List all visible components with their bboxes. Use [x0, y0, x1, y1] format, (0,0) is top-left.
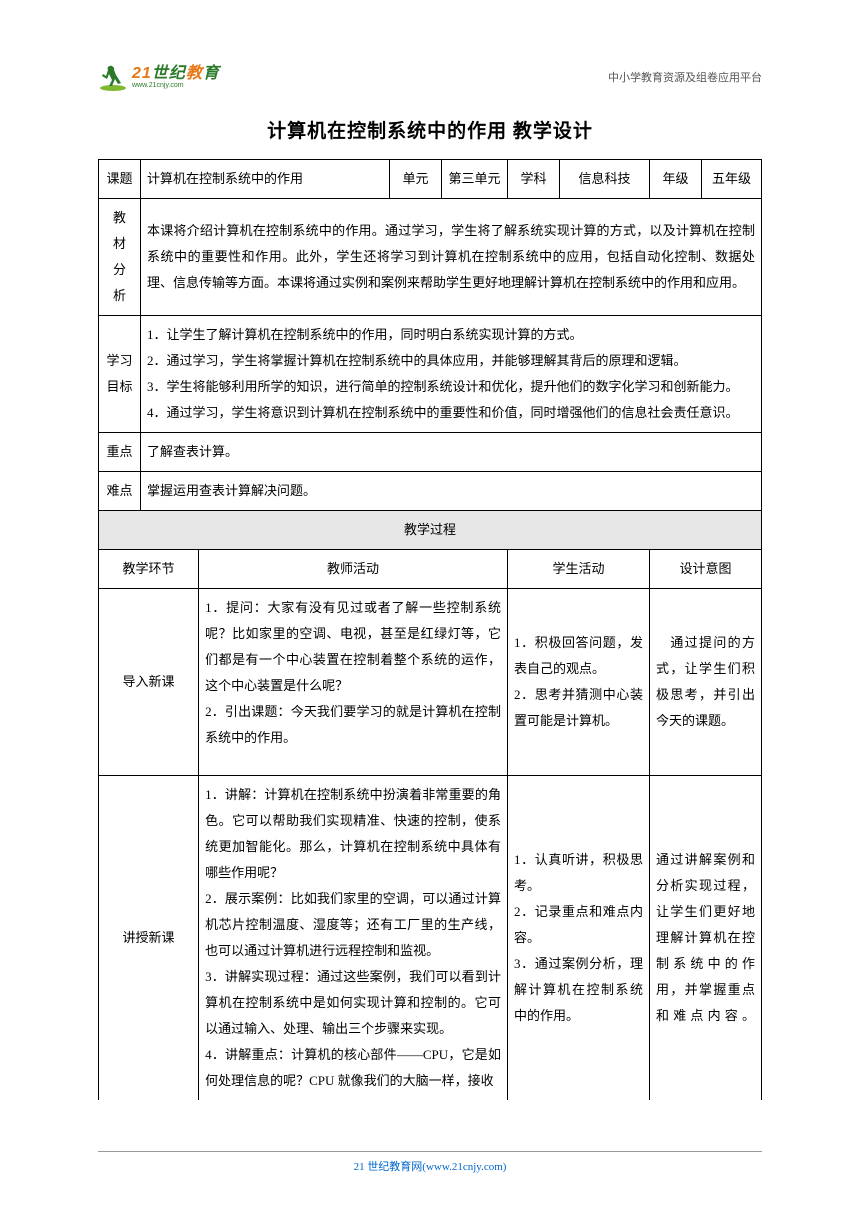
- footer-text: 21 世纪教育网(www.21cnjy.com): [354, 1161, 507, 1173]
- topic-label: 课题: [99, 160, 141, 199]
- objectives-text: 1．让学生了解计算机在控制系统中的作用，同时明白系统实现计算的方式。 2．通过学…: [141, 316, 762, 433]
- grade-value: 五年级: [702, 160, 762, 199]
- objective-1: 1．让学生了解计算机在控制系统中的作用，同时明白系统实现计算的方式。: [147, 322, 755, 348]
- intro-student-1: 1．积极回答问题，发表自己的观点。: [514, 630, 643, 682]
- page-footer: 21 世纪教育网(www.21cnjy.com): [0, 1151, 860, 1174]
- logo-url: www.21cnjy.com: [132, 82, 220, 89]
- document-title: 计算机在控制系统中的作用 教学设计: [98, 116, 762, 143]
- objective-4: 4．通过学习，学生将意识到计算机在控制系统中的重要性和价值，同时增强他们的信息社…: [147, 400, 755, 426]
- intro-row: 导入新课 1．提问：大家有没有见过或者了解一些控制系统呢？比如家里的空调、电视，…: [99, 589, 762, 776]
- intro-intent: 通过提问的方式，让学生们积极思考，并引出今天的课题。: [650, 589, 762, 776]
- objective-2: 2．通过学习，学生将掌握计算机在控制系统中的具体应用，并能够理解其背后的原理和逻…: [147, 348, 755, 374]
- intro-teacher: 1．提问：大家有没有见过或者了解一些控制系统呢？比如家里的空调、电视，甚至是红绿…: [199, 589, 508, 776]
- footer-divider: [98, 1151, 762, 1152]
- analysis-row: 教 材 分 析 本课将介绍计算机在控制系统中的作用。通过学习，学生将了解系统实现…: [99, 199, 762, 316]
- objectives-label: 学习 目标: [99, 316, 141, 433]
- lecture-teacher-4: 4．讲解重点：计算机的核心部件——CPU，它是如何处理信息的呢？CPU 就像我们…: [205, 1042, 501, 1094]
- subject-label: 学科: [508, 160, 560, 199]
- process-header: 教学过程: [99, 511, 762, 550]
- page-header: 21世纪教育 www.21cnjy.com 中小学教育资源及组卷应用平台: [98, 58, 762, 96]
- logo-runner-icon: [98, 62, 128, 92]
- lecture-student-3: 3．通过案例分析，理解计算机在控制系统中的作用。: [514, 951, 643, 1029]
- header-platform-text: 中小学教育资源及组卷应用平台: [608, 69, 762, 85]
- analysis-label: 教 材 分 析: [99, 199, 141, 316]
- keypoint-text: 了解查表计算。: [141, 433, 762, 472]
- analysis-label-2: 分 析: [105, 257, 134, 309]
- col-student: 学生活动: [508, 550, 650, 589]
- lecture-teacher: 1．讲解：计算机在控制系统中扮演着非常重要的角色。它可以帮助我们实现精准、快速的…: [199, 776, 508, 1101]
- intro-student: 1．积极回答问题，发表自己的观点。 2．思考并猜测中心装置可能是计算机。: [508, 589, 650, 776]
- intro-teacher-2: 2．引出课题：今天我们要学习的就是计算机在控制系统中的作用。: [205, 699, 501, 751]
- lecture-teacher-2: 2．展示案例：比如我们家里的空调，可以通过计算机芯片控制温度、湿度等；还有工厂里…: [205, 886, 501, 964]
- lesson-plan-table: 课题 计算机在控制系统中的作用 单元 第三单元 学科 信息科技 年级 五年级 教…: [98, 159, 762, 1100]
- objectives-label-1: 学习: [105, 348, 134, 374]
- lecture-student-1: 1．认真听讲，积极思考。: [514, 847, 643, 899]
- topic-value: 计算机在控制系统中的作用: [141, 160, 390, 199]
- process-columns-row: 教学环节 教师活动 学生活动 设计意图: [99, 550, 762, 589]
- lecture-intent: 通过讲解案例和分析实现过程，让学生们更好地理解计算机在控制系统中的作用，并掌握重…: [650, 776, 762, 1101]
- lecture-student: 1．认真听讲，积极思考。 2．记录重点和难点内容。 3．通过案例分析，理解计算机…: [508, 776, 650, 1101]
- process-header-row: 教学过程: [99, 511, 762, 550]
- difficulty-row: 难点 掌握运用查表计算解决问题。: [99, 472, 762, 511]
- intro-teacher-1: 1．提问：大家有没有见过或者了解一些控制系统呢？比如家里的空调、电视，甚至是红绿…: [205, 595, 501, 699]
- intro-stage: 导入新课: [99, 589, 199, 776]
- lecture-teacher-3: 3．讲解实现过程：通过这些案例，我们可以看到计算机在控制系统中是如何实现计算和控…: [205, 964, 501, 1042]
- meta-row: 课题 计算机在控制系统中的作用 单元 第三单元 学科 信息科技 年级 五年级: [99, 160, 762, 199]
- lecture-teacher-1: 1．讲解：计算机在控制系统中扮演着非常重要的角色。它可以帮助我们实现精准、快速的…: [205, 782, 501, 886]
- lecture-row: 讲授新课 1．讲解：计算机在控制系统中扮演着非常重要的角色。它可以帮助我们实现精…: [99, 776, 762, 1101]
- lecture-stage: 讲授新课: [99, 776, 199, 1101]
- logo: 21世纪教育 www.21cnjy.com: [98, 62, 220, 92]
- logo-text-edu-a: 教: [186, 65, 203, 82]
- keypoint-row: 重点 了解查表计算。: [99, 433, 762, 472]
- intro-student-2: 2．思考并猜测中心装置可能是计算机。: [514, 682, 643, 734]
- lecture-student-2: 2．记录重点和难点内容。: [514, 899, 643, 951]
- subject-value: 信息科技: [560, 160, 650, 199]
- analysis-text: 本课将介绍计算机在控制系统中的作用。通过学习，学生将了解系统实现计算的方式，以及…: [141, 199, 762, 316]
- col-teacher: 教师活动: [199, 550, 508, 589]
- unit-label: 单元: [390, 160, 442, 199]
- keypoint-label: 重点: [99, 433, 141, 472]
- objectives-row: 学习 目标 1．让学生了解计算机在控制系统中的作用，同时明白系统实现计算的方式。…: [99, 316, 762, 433]
- analysis-label-1: 教 材: [105, 205, 134, 257]
- logo-text: 21世纪教育: [132, 66, 220, 82]
- logo-text-century: 世纪: [152, 65, 186, 82]
- objective-3: 3．学生将能够利用所学的知识，进行简单的控制系统设计和优化，提升他们的数字化学习…: [147, 374, 755, 400]
- logo-text-21: 21: [132, 65, 152, 82]
- grade-label: 年级: [650, 160, 702, 199]
- col-stage: 教学环节: [99, 550, 199, 589]
- objectives-label-2: 目标: [105, 374, 134, 400]
- col-intent: 设计意图: [650, 550, 762, 589]
- logo-text-edu-b: 育: [203, 65, 220, 82]
- unit-value: 第三单元: [442, 160, 508, 199]
- difficulty-label: 难点: [99, 472, 141, 511]
- difficulty-text: 掌握运用查表计算解决问题。: [141, 472, 762, 511]
